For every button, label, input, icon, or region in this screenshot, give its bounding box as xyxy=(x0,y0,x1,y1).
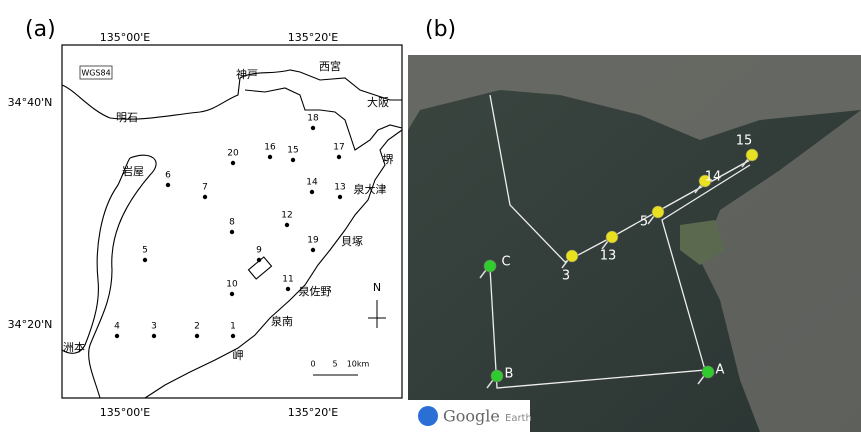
pin xyxy=(652,206,664,218)
place-name: 西宮 xyxy=(319,59,341,73)
pin-label: A xyxy=(716,363,725,378)
station-dot xyxy=(337,155,341,159)
panel-label: (b) xyxy=(425,17,456,42)
figure: Google Earth (a) (b) WGS84 N 135°00'E135… xyxy=(0,0,861,432)
pin-label: 13 xyxy=(600,249,617,264)
station-dot xyxy=(311,248,315,252)
north-label: N xyxy=(373,281,381,294)
pin-label: B xyxy=(505,367,514,382)
station-dot xyxy=(311,126,315,130)
pin-label: 15 xyxy=(736,134,753,149)
place-name: 明石 xyxy=(116,111,138,124)
pin xyxy=(491,370,503,382)
station-dot xyxy=(291,158,295,162)
scale-label: 0 xyxy=(310,360,315,369)
station-label: 19 xyxy=(307,236,319,246)
axis-label: 135°20'E xyxy=(288,31,339,44)
station-label: 10 xyxy=(226,280,238,290)
axis-label: 135°00'E xyxy=(100,406,151,419)
pin-label: 5 xyxy=(640,215,648,230)
place-name: 泉大津 xyxy=(354,182,387,196)
station-dot xyxy=(257,258,261,262)
station-dot xyxy=(152,334,156,338)
station-label: 13 xyxy=(334,183,345,193)
place-name: 岬 xyxy=(233,349,244,362)
station-dot xyxy=(195,334,199,338)
station-dot xyxy=(286,287,290,291)
station-dot xyxy=(230,230,234,234)
pin-label: C xyxy=(501,255,510,270)
logo-icon xyxy=(418,406,438,426)
axis-label: 34°20'N xyxy=(8,318,53,331)
logo-brand: Google xyxy=(443,407,500,426)
pin xyxy=(606,231,618,243)
place-name: 岩屋 xyxy=(122,164,144,178)
station-dot xyxy=(231,334,235,338)
scale-label: 5 xyxy=(332,360,337,369)
place-name: 堺 xyxy=(383,153,394,166)
station-dot xyxy=(310,190,314,194)
station-label: 2 xyxy=(194,322,200,332)
station-label: 8 xyxy=(229,218,235,228)
station-label: 6 xyxy=(165,171,171,181)
station-label: 11 xyxy=(282,275,293,285)
station-label: 5 xyxy=(142,246,148,256)
station-dot xyxy=(166,183,170,187)
station-label: 4 xyxy=(114,322,120,332)
station-label: 20 xyxy=(227,149,239,159)
pin xyxy=(566,250,578,262)
station-label: 17 xyxy=(333,143,344,153)
pin xyxy=(746,149,758,161)
station-dot xyxy=(230,292,234,296)
station-dot xyxy=(231,161,235,165)
station-dot xyxy=(285,223,289,227)
place-name: 洲本 xyxy=(63,340,85,354)
station-label: 7 xyxy=(202,183,208,193)
datum: WGS84 xyxy=(81,69,110,78)
axis-label: 34°40'N xyxy=(8,96,53,109)
station-label: 3 xyxy=(151,322,157,332)
page: {"panel_a": {"label": "(a)", "top_axis":… xyxy=(0,0,861,432)
station-label: 15 xyxy=(287,146,298,156)
axis-label: 135°00'E xyxy=(100,31,151,44)
station-dot xyxy=(143,258,147,262)
station-label: 14 xyxy=(306,178,318,188)
scale-label: 10km xyxy=(347,360,370,369)
place-name: 神戸 xyxy=(236,67,258,81)
axis-label: 135°20'E xyxy=(288,406,339,419)
station-label: 9 xyxy=(256,246,262,256)
pin xyxy=(484,260,496,272)
place-name: 泉南 xyxy=(271,314,293,328)
station-label: 12 xyxy=(281,211,292,221)
station-label: 1 xyxy=(230,322,236,332)
logo-product: Earth xyxy=(505,413,532,424)
pin xyxy=(702,366,714,378)
station-label: 18 xyxy=(307,114,319,124)
station-dot xyxy=(338,195,342,199)
pin-label: 14 xyxy=(705,170,722,185)
pin-label: 3 xyxy=(562,269,570,284)
place-name: 泉佐野 xyxy=(299,284,332,298)
station-dot xyxy=(115,334,119,338)
place-name: 大阪 xyxy=(367,95,389,109)
panel-label: (a) xyxy=(25,17,56,42)
place-name: 貝塚 xyxy=(341,235,363,248)
station-label: 16 xyxy=(264,143,276,153)
station-dot xyxy=(203,195,207,199)
station-dot xyxy=(268,155,272,159)
